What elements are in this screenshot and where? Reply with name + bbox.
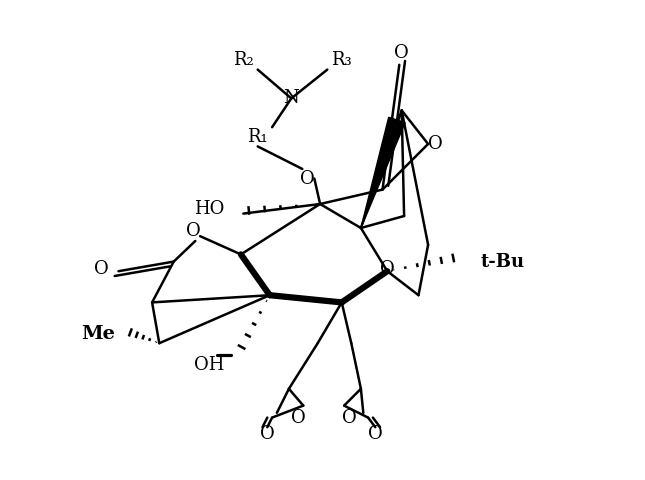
Text: O: O bbox=[300, 169, 315, 188]
Text: O: O bbox=[94, 260, 109, 278]
Text: N: N bbox=[283, 89, 299, 108]
Text: O: O bbox=[380, 260, 395, 278]
Text: O: O bbox=[428, 135, 442, 153]
Text: O: O bbox=[291, 408, 306, 427]
Text: R₁: R₁ bbox=[248, 128, 268, 146]
Text: t-Bu: t-Bu bbox=[481, 252, 525, 271]
Polygon shape bbox=[361, 117, 405, 228]
Text: Me: Me bbox=[81, 324, 115, 343]
Text: HO: HO bbox=[194, 200, 224, 218]
Text: O: O bbox=[186, 222, 201, 240]
Text: R₂: R₂ bbox=[233, 51, 253, 69]
Text: OH: OH bbox=[194, 356, 224, 374]
Text: R₃: R₃ bbox=[332, 51, 352, 69]
Text: O: O bbox=[394, 44, 409, 62]
Text: O: O bbox=[368, 425, 382, 444]
Text: O: O bbox=[341, 408, 356, 427]
Text: O: O bbox=[260, 425, 275, 444]
